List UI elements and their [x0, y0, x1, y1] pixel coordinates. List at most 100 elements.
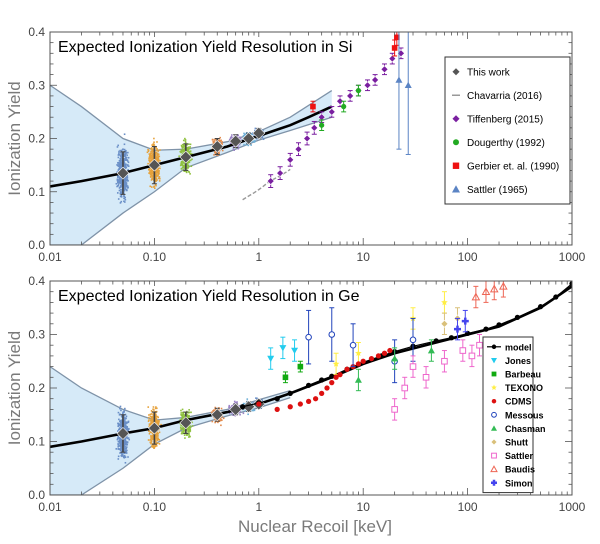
- scatter-dot: [125, 166, 128, 169]
- legend-entry-baudis: Baudis: [490, 465, 535, 475]
- legend-label: Jones: [505, 356, 531, 366]
- scatter-dot: [150, 436, 152, 438]
- data-point: [368, 355, 375, 362]
- scatter-dot: [119, 405, 122, 408]
- scatter-dot: [234, 402, 237, 404]
- scatter-dot: [150, 435, 152, 437]
- data-point: [310, 123, 319, 132]
- scatter-dot: [153, 445, 156, 447]
- scatter-dot: [186, 143, 188, 146]
- x-tick-label: 0.10: [143, 250, 167, 264]
- scatter-dot: [154, 159, 157, 161]
- scatter-dot: [152, 445, 155, 447]
- legend-marker: [453, 139, 459, 146]
- scatter-dot: [186, 147, 188, 149]
- data-point: [448, 335, 455, 341]
- data-point: [210, 408, 224, 422]
- scatter-dot: [219, 140, 222, 142]
- scatter-dot: [123, 443, 126, 446]
- scatter-dot: [243, 132, 245, 135]
- data-point: [328, 331, 336, 338]
- scatter-dot: [149, 157, 152, 160]
- scatter-dot: [151, 160, 153, 162]
- scatter-dot: [124, 159, 127, 161]
- scatter-dot: [118, 178, 121, 181]
- y-tick-label: 0.3: [28, 78, 45, 92]
- data-point: [409, 363, 417, 370]
- scatter-dot: [232, 414, 234, 416]
- scatter-dot: [154, 445, 157, 448]
- scatter-dot: [149, 175, 152, 178]
- scatter-dot: [214, 138, 217, 140]
- scatter-dot: [182, 160, 184, 163]
- scatter-dot: [220, 139, 222, 142]
- scatter-dot: [126, 154, 128, 157]
- legend-label: Sattler: [505, 451, 534, 461]
- scatter-dot: [156, 141, 158, 143]
- scatter-dot: [123, 442, 126, 445]
- scatter-dot: [123, 419, 126, 421]
- data-point: [319, 390, 325, 396]
- scatter-dot: [155, 154, 157, 157]
- scatter-dot: [255, 137, 258, 140]
- scatter-dot: [127, 420, 130, 423]
- data-point: [569, 281, 572, 287]
- scatter-dot: [124, 180, 127, 183]
- data-point: [312, 396, 319, 402]
- scatter-dot: [184, 137, 186, 140]
- scatter-dot: [181, 408, 184, 411]
- data-point: [319, 122, 325, 128]
- scatter-dot: [119, 445, 121, 447]
- legend-marker: [452, 185, 460, 193]
- scatter-dot: [186, 414, 189, 416]
- scatter-dot: [116, 146, 119, 148]
- scatter-dot: [230, 405, 233, 407]
- data-point: [489, 284, 499, 293]
- panel-title: Expected Ionization Yield Resolution in …: [58, 39, 352, 56]
- scatter-dot: [120, 185, 123, 188]
- scatter-dot: [252, 140, 254, 143]
- scatter-dot: [120, 454, 123, 457]
- scatter-dot: [124, 156, 127, 158]
- scatter-dot: [153, 186, 155, 188]
- axis-ticks: [49, 280, 572, 496]
- scatter-dot: [152, 414, 155, 416]
- scatter-dot: [156, 422, 159, 425]
- scatter-dot: [243, 135, 245, 138]
- x-tick-label: 1: [255, 250, 262, 264]
- data-point: [282, 374, 289, 381]
- scatter-dot: [180, 151, 183, 154]
- scatter-dot: [210, 411, 213, 414]
- scatter-dot: [156, 407, 158, 410]
- scatter-dot: [152, 417, 154, 420]
- scatter-dot: [116, 437, 119, 440]
- series-jones: [267, 336, 299, 370]
- data-point: [116, 166, 130, 180]
- data-point: [363, 81, 372, 90]
- scatter-dot: [157, 432, 159, 435]
- scatter-dot: [118, 187, 121, 189]
- data-point: [468, 352, 476, 360]
- scatter-dot: [155, 184, 157, 187]
- scatter-dot: [156, 154, 159, 157]
- x-tick-label: 10: [357, 250, 371, 264]
- scatter-dot: [148, 153, 151, 155]
- scatter-dot: [250, 402, 253, 405]
- scatter-dot: [181, 432, 184, 435]
- y-tick-label: 0.0: [28, 488, 45, 502]
- scatter-dot: [119, 202, 122, 204]
- scatter-dot: [184, 139, 187, 141]
- scatter-dot: [147, 148, 149, 151]
- scatter-dot: [253, 141, 256, 143]
- scatter-dot: [124, 407, 126, 410]
- scatter-dot: [119, 448, 122, 450]
- scatter-dot: [188, 429, 191, 432]
- data-point: [333, 374, 339, 380]
- scatter-dot: [148, 159, 150, 162]
- scatter-dot: [125, 452, 128, 454]
- scatter-dot: [155, 169, 157, 172]
- scatter-dot: [151, 171, 154, 174]
- scatter-dot: [150, 171, 152, 174]
- scatter-dot: [153, 409, 155, 411]
- data-point: [256, 401, 262, 407]
